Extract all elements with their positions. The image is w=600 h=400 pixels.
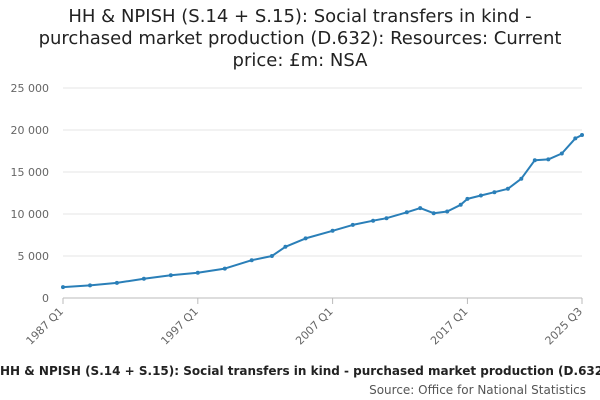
y-tick-label: 20 000 (11, 124, 50, 137)
y-tick-label: 0 (42, 292, 49, 305)
data-point[interactable] (141, 276, 146, 281)
x-tick-label: 2007 Q1 (293, 305, 336, 348)
data-point[interactable] (61, 285, 65, 290)
y-tick-label: 25 000 (11, 82, 50, 95)
series-line (62, 134, 583, 289)
data-point[interactable] (418, 206, 423, 211)
data-point[interactable] (384, 216, 389, 221)
data-point[interactable] (458, 202, 463, 207)
data-point[interactable] (445, 209, 450, 214)
data-point[interactable] (330, 228, 335, 233)
data-point[interactable] (404, 210, 409, 215)
y-tick-label: 5 000 (18, 250, 50, 263)
data-point[interactable] (371, 218, 376, 223)
y-axis-labels: 0 5 000 10 000 15 000 20 000 25 000 (11, 82, 50, 305)
data-point[interactable] (195, 270, 200, 275)
data-point[interactable] (168, 273, 173, 278)
data-point[interactable] (478, 193, 483, 198)
data-point[interactable] (350, 222, 355, 227)
x-axis-ticks (62, 298, 583, 304)
data-point[interactable] (573, 136, 578, 141)
series-points (61, 133, 584, 290)
data-point[interactable] (222, 266, 227, 271)
data-point[interactable] (492, 190, 497, 195)
x-tick-label: 2025 Q3 (543, 305, 586, 348)
data-point[interactable] (532, 158, 537, 163)
data-point[interactable] (465, 196, 470, 201)
data-point[interactable] (114, 280, 119, 285)
data-point[interactable] (505, 186, 510, 191)
x-tick-label: 1987 Q1 (24, 305, 67, 348)
x-tick-label: 1997 Q1 (158, 305, 201, 348)
data-point[interactable] (580, 133, 584, 137)
data-point[interactable] (431, 211, 436, 216)
data-point[interactable] (559, 151, 564, 156)
data-point[interactable] (519, 176, 524, 181)
data-point[interactable] (249, 258, 254, 263)
data-point[interactable] (88, 283, 92, 288)
data-point[interactable] (546, 157, 551, 162)
chart-title: HH & NPISH (S.14 + S.15): Social transfe… (38, 6, 562, 71)
y-tick-label: 10 000 (11, 208, 50, 221)
legend-label: HH & NPISH (S.14 + S.15): Social transfe… (0, 364, 600, 378)
y-tick-label: 15 000 (11, 166, 50, 179)
source-credit[interactable]: Source: Office for National Statistics (369, 383, 586, 397)
x-axis-labels: 1987 Q1 1997 Q1 2007 Q1 2017 Q1 2025 Q3 (24, 305, 586, 348)
x-tick-label: 2017 Q1 (428, 305, 471, 348)
legend[interactable]: HH & NPISH (S.14 + S.15): Social transfe… (0, 364, 600, 382)
data-point[interactable] (283, 244, 288, 249)
data-point[interactable] (269, 254, 274, 258)
grid-lines (63, 87, 582, 257)
data-point[interactable] (303, 236, 308, 241)
